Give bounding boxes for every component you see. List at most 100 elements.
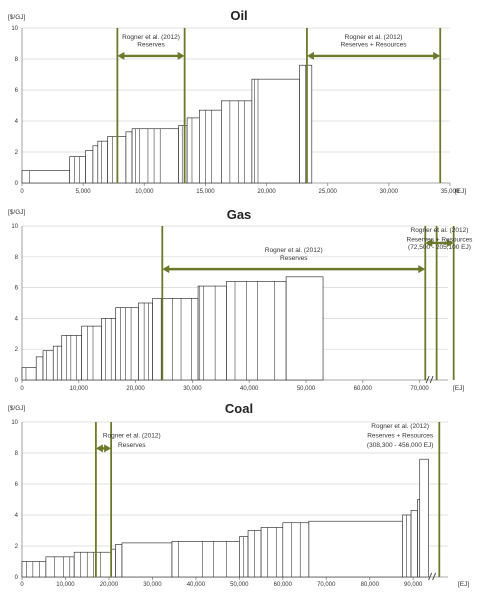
supply-step-bar — [171, 541, 240, 578]
annotation-label: Rogner et al. (2012) — [345, 34, 403, 41]
x-tick-label: 5,000 — [76, 189, 92, 195]
annotation-label: Rogner et al. (2012) — [265, 247, 323, 254]
range-arrowhead — [117, 51, 125, 60]
x-tick-label: 50,000 — [230, 582, 249, 588]
x-tick-label: 15,000 — [196, 189, 215, 195]
supply-step-bar — [115, 307, 139, 381]
range-arrowhead — [425, 238, 433, 247]
x-tick-label: 70,000 — [317, 582, 336, 588]
supply-step-bar — [226, 281, 287, 381]
x-tick-label: 25,000 — [319, 189, 338, 195]
annotation-label: (72,500 - 205,100 EJ) — [408, 244, 471, 251]
y-axis-label: [$/GJ] — [8, 209, 26, 216]
annotation-label: Reserves + Resources — [407, 236, 474, 243]
y-tick-label: 4 — [15, 119, 19, 125]
x-tick-label: 30,000 — [143, 582, 162, 588]
supply-step-bar — [73, 551, 112, 578]
y-tick-label: 10 — [11, 420, 18, 426]
x-axis-label: [EJ] — [453, 385, 464, 392]
x-tick-label: 20,000 — [126, 386, 145, 392]
annotation-label: Rogner et al. (2012) — [411, 227, 469, 234]
supply-step-bar — [115, 544, 123, 578]
chart-title: Gas — [227, 207, 252, 222]
supply-step-bar — [131, 128, 179, 184]
supply-step-bar — [285, 276, 324, 381]
x-tick-label: 60,000 — [274, 582, 293, 588]
range-arrowhead — [306, 51, 314, 60]
x-tick-label: 20,000 — [257, 189, 276, 195]
x-tick-label: 0 — [20, 189, 24, 195]
annotation-label: Reserves + Resources — [341, 42, 408, 49]
chart-panel-oil: Oil [$/GJ] 0 2 4 6 8 10 0 5,000 10,000 15,000 20,000… — [8, 8, 466, 195]
y-axis-label: [$/GJ] — [8, 405, 26, 412]
x-tick-label: 50,000 — [297, 386, 316, 392]
y-tick-label: 2 — [15, 150, 19, 156]
x-tick-label: 40,000 — [240, 386, 259, 392]
annotation-label: Reserves — [118, 442, 146, 449]
x-tick-label: 10,000 — [56, 582, 75, 588]
x-tick-label: 30,000 — [183, 386, 202, 392]
x-tick-label: 60,000 — [354, 386, 373, 392]
y-tick-label: 0 — [15, 575, 19, 581]
axis-break-mark — [425, 375, 430, 384]
axis-break-mark — [428, 572, 433, 581]
axis-break-mark — [429, 375, 434, 384]
supply-step-bar — [197, 285, 227, 381]
supply-step-bar — [221, 100, 253, 184]
y-tick-label: 10 — [11, 26, 18, 32]
supply-step-bar — [410, 510, 418, 578]
supply-step-bar — [125, 131, 133, 184]
x-tick-label: 30,000 — [380, 189, 399, 195]
supply-step-bar — [92, 145, 99, 184]
chart-panel-coal: Coal [$/GJ] 0 2 4 6 8 10 0 10,000 20,000 30,000 40,0… — [8, 401, 469, 588]
range-arrowhead — [433, 51, 441, 60]
x-tick-label: 20,000 — [100, 582, 119, 588]
y-tick-label: 0 — [15, 378, 19, 384]
axis-break-mark — [432, 572, 437, 581]
supply-step-bar — [186, 117, 200, 184]
supply-step-bar — [282, 522, 310, 578]
annotation-label: Rogner et al. (2012) — [103, 433, 161, 440]
supply-step-bar — [121, 542, 173, 578]
annotation-label: Rogner et al. (2012) — [371, 423, 429, 430]
supply-step-bar — [138, 302, 153, 381]
y-tick-label: 8 — [15, 57, 19, 63]
range-arrowhead — [418, 265, 426, 274]
x-tick-label: 35,000 — [441, 189, 460, 195]
y-tick-label: 0 — [15, 181, 19, 187]
range-arrowhead — [446, 238, 454, 247]
annotation-label: Reserves + Resources — [367, 433, 434, 440]
supply-step-bar — [21, 367, 37, 381]
x-axis-label: [EJ] — [455, 188, 466, 195]
annotation-label: (308,300 - 456,000 EJ) — [367, 442, 434, 449]
y-tick-label: 2 — [15, 544, 19, 550]
range-arrowhead — [177, 51, 185, 60]
y-tick-label: 10 — [11, 224, 18, 230]
annotation-label: Reserves — [137, 42, 165, 49]
supply-step-bar — [417, 499, 421, 578]
chart-title: Coal — [225, 401, 253, 416]
supply-step-bar — [152, 298, 199, 381]
x-tick-label: 10,000 — [70, 386, 89, 392]
y-tick-label: 2 — [15, 347, 19, 353]
y-tick-label: 6 — [15, 286, 19, 292]
x-tick-label: 0 — [20, 582, 24, 588]
supply-step-bar — [419, 458, 429, 578]
range-arrowhead — [162, 265, 170, 274]
y-tick-label: 6 — [15, 482, 19, 488]
y-tick-label: 8 — [15, 255, 19, 261]
x-tick-label: 70,000 — [410, 386, 429, 392]
supply-step-bar — [199, 109, 222, 184]
x-tick-label: 90,000 — [404, 582, 423, 588]
chart-title: Oil — [230, 8, 247, 23]
y-tick-label: 4 — [15, 316, 19, 322]
supply-step-bar — [81, 325, 102, 381]
supply-step-bar — [35, 356, 44, 381]
supply-step-bar — [21, 561, 47, 578]
x-tick-label: 10,000 — [135, 189, 154, 195]
supply-step-bar — [101, 318, 117, 381]
x-axis-label: [EJ] — [458, 581, 469, 588]
supply-step-bar — [308, 520, 403, 578]
y-tick-label: 8 — [15, 451, 19, 457]
